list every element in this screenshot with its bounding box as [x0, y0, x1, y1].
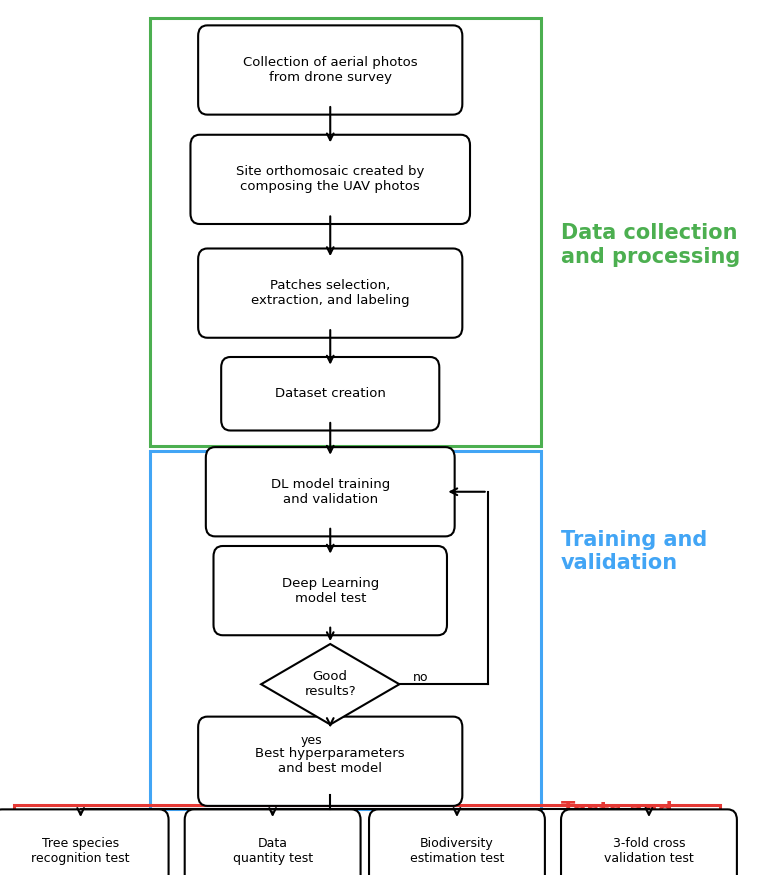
Text: Best hyperparameters
and best model: Best hyperparameters and best model — [256, 747, 405, 775]
FancyBboxPatch shape — [198, 717, 462, 806]
FancyBboxPatch shape — [369, 809, 545, 875]
Polygon shape — [261, 644, 399, 724]
Text: Dataset creation: Dataset creation — [275, 388, 386, 400]
Text: Biodiversity
estimation test: Biodiversity estimation test — [410, 837, 504, 865]
Text: 3-fold cross
validation test: 3-fold cross validation test — [604, 837, 694, 865]
Text: Site orthomosaic created by
composing the UAV photos: Site orthomosaic created by composing th… — [236, 165, 425, 193]
Text: DL model training
and validation: DL model training and validation — [270, 478, 390, 506]
FancyBboxPatch shape — [214, 546, 447, 635]
Text: Deep Learning
model test: Deep Learning model test — [282, 577, 379, 605]
FancyBboxPatch shape — [198, 248, 462, 338]
FancyBboxPatch shape — [221, 357, 439, 430]
FancyBboxPatch shape — [0, 809, 168, 875]
FancyBboxPatch shape — [190, 135, 470, 224]
Text: Good
results?: Good results? — [304, 670, 356, 698]
FancyBboxPatch shape — [206, 447, 455, 536]
Text: Tests and
results: Tests and results — [561, 801, 673, 844]
FancyBboxPatch shape — [198, 25, 462, 115]
Text: Data collection
and processing: Data collection and processing — [561, 223, 740, 267]
Text: Training and
validation: Training and validation — [561, 529, 707, 573]
Text: Tree species
recognition test: Tree species recognition test — [31, 837, 130, 865]
FancyBboxPatch shape — [561, 809, 737, 875]
Text: Data
quantity test: Data quantity test — [233, 837, 313, 865]
FancyBboxPatch shape — [184, 809, 360, 875]
Text: Patches selection,
extraction, and labeling: Patches selection, extraction, and label… — [251, 279, 409, 307]
Text: no: no — [413, 671, 429, 683]
Text: yes: yes — [300, 734, 322, 746]
Text: Collection of aerial photos
from drone survey: Collection of aerial photos from drone s… — [243, 56, 418, 84]
